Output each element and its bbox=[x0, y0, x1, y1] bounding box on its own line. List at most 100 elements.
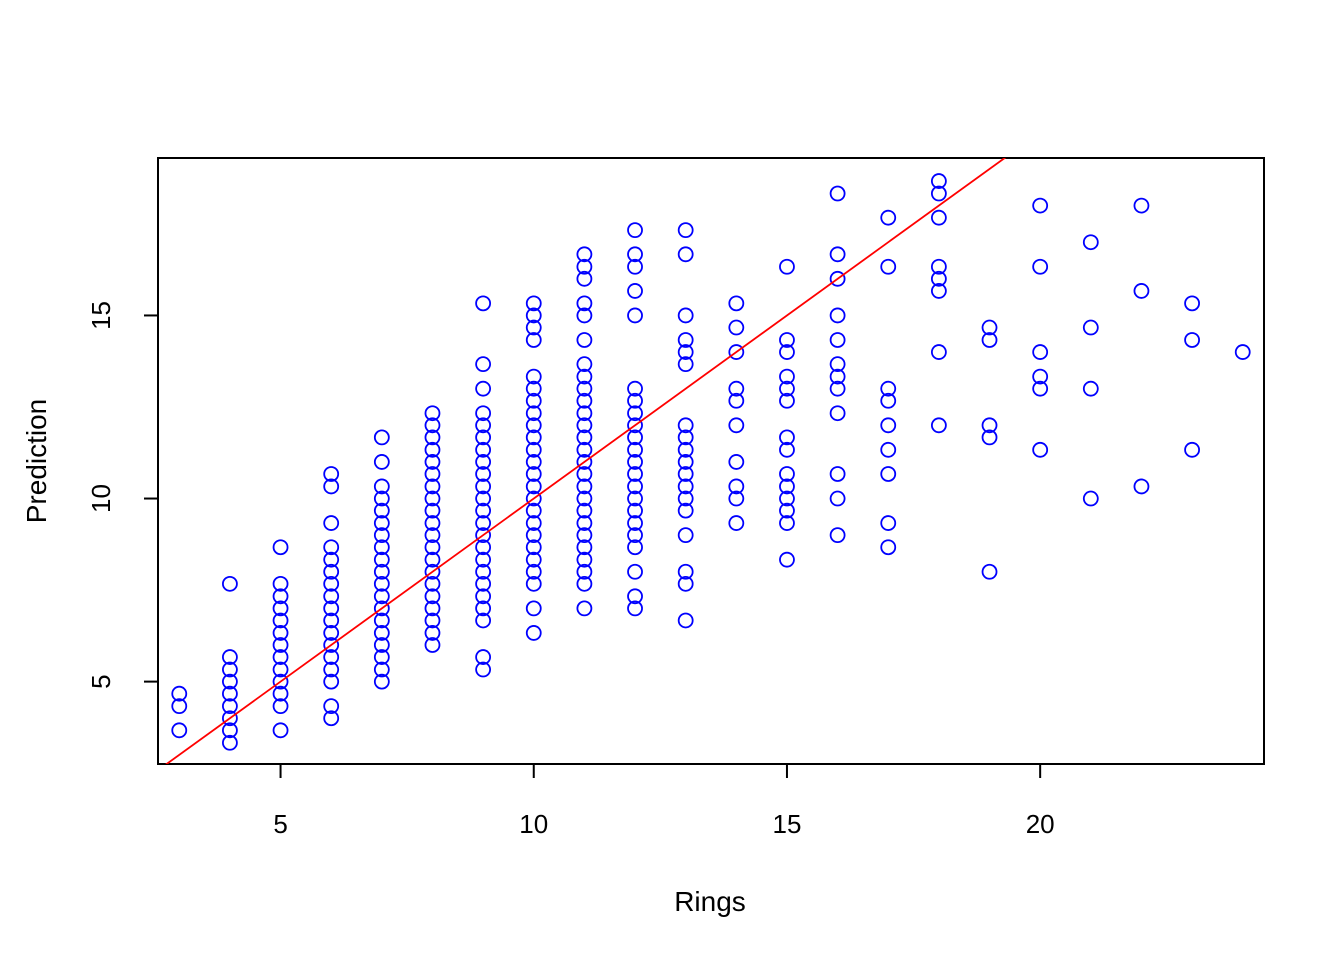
data-point bbox=[627, 380, 643, 397]
data-point bbox=[272, 637, 289, 653]
data-point bbox=[880, 515, 897, 531]
data-point bbox=[829, 527, 846, 544]
data-point bbox=[525, 575, 542, 592]
data-point bbox=[323, 698, 340, 715]
data-point bbox=[424, 405, 441, 422]
data-point bbox=[525, 551, 542, 568]
data-point bbox=[728, 344, 745, 360]
data-point bbox=[373, 625, 390, 641]
data-point bbox=[424, 563, 441, 580]
data-point bbox=[576, 392, 593, 409]
data-point bbox=[779, 478, 795, 495]
data-point bbox=[373, 600, 390, 617]
data-point bbox=[424, 441, 441, 458]
data-point bbox=[424, 612, 441, 629]
data-point bbox=[880, 539, 897, 556]
data-point bbox=[627, 246, 643, 263]
data-point bbox=[475, 575, 492, 592]
data-point bbox=[373, 661, 390, 678]
data-point bbox=[475, 454, 492, 470]
data-point bbox=[525, 295, 542, 312]
data-point bbox=[627, 307, 643, 324]
data-point bbox=[576, 417, 593, 434]
data-point bbox=[1234, 344, 1251, 360]
data-point bbox=[525, 600, 542, 617]
data-point bbox=[272, 625, 289, 641]
data-point bbox=[930, 344, 947, 360]
data-point bbox=[981, 332, 998, 348]
data-point bbox=[627, 600, 643, 617]
data-point bbox=[323, 612, 340, 629]
data-point bbox=[930, 185, 947, 202]
data-point bbox=[222, 661, 238, 678]
data-point bbox=[677, 307, 694, 324]
data-point bbox=[930, 173, 947, 189]
data-point bbox=[373, 551, 390, 568]
data-point bbox=[373, 563, 390, 580]
data-point bbox=[373, 515, 390, 531]
x-tick-label: 10 bbox=[519, 809, 548, 839]
data-point bbox=[373, 527, 390, 544]
data-point bbox=[829, 307, 846, 324]
data-point bbox=[424, 600, 441, 617]
data-point bbox=[779, 258, 795, 275]
data-point bbox=[829, 405, 846, 422]
data-point bbox=[373, 490, 390, 507]
data-point bbox=[424, 490, 441, 507]
data-point bbox=[728, 515, 745, 531]
data-point bbox=[779, 332, 795, 348]
data-point bbox=[930, 258, 947, 275]
data-point bbox=[1032, 197, 1049, 214]
data-point bbox=[424, 502, 441, 519]
data-point bbox=[272, 673, 289, 690]
data-point bbox=[525, 405, 542, 422]
data-point bbox=[1032, 344, 1049, 360]
data-point bbox=[475, 478, 492, 495]
data-point bbox=[728, 478, 745, 495]
data-point bbox=[222, 734, 238, 751]
data-point bbox=[880, 209, 897, 226]
data-point bbox=[1082, 319, 1099, 336]
data-point bbox=[272, 600, 289, 617]
data-point bbox=[222, 685, 238, 702]
data-point bbox=[525, 307, 542, 324]
data-point bbox=[576, 563, 593, 580]
data-point bbox=[627, 515, 643, 531]
data-point bbox=[677, 441, 694, 458]
data-point bbox=[424, 429, 441, 446]
data-point bbox=[627, 490, 643, 507]
data-point bbox=[677, 417, 694, 434]
data-point bbox=[424, 515, 441, 531]
data-point bbox=[677, 502, 694, 519]
data-point bbox=[981, 417, 998, 434]
data-point bbox=[677, 490, 694, 507]
data-point bbox=[525, 319, 542, 336]
data-point bbox=[1032, 380, 1049, 397]
data-point bbox=[677, 612, 694, 629]
data-point bbox=[272, 612, 289, 629]
data-point bbox=[779, 344, 795, 360]
data-point bbox=[829, 356, 846, 373]
data-point bbox=[323, 575, 340, 592]
data-point bbox=[323, 673, 340, 690]
data-point bbox=[222, 575, 238, 592]
data-point bbox=[576, 356, 593, 373]
data-point bbox=[475, 441, 492, 458]
data-point bbox=[525, 625, 542, 641]
data-point bbox=[424, 637, 441, 653]
data-point bbox=[829, 466, 846, 482]
data-point bbox=[981, 319, 998, 336]
data-point bbox=[576, 539, 593, 556]
data-point bbox=[829, 380, 846, 397]
data-point bbox=[424, 527, 441, 544]
data-point bbox=[829, 246, 846, 263]
data-point bbox=[424, 539, 441, 556]
data-point bbox=[576, 490, 593, 507]
data-point bbox=[677, 246, 694, 263]
data-point bbox=[829, 368, 846, 385]
data-point bbox=[424, 551, 441, 568]
data-point bbox=[373, 637, 390, 653]
data-point bbox=[424, 588, 441, 605]
data-point bbox=[475, 515, 492, 531]
